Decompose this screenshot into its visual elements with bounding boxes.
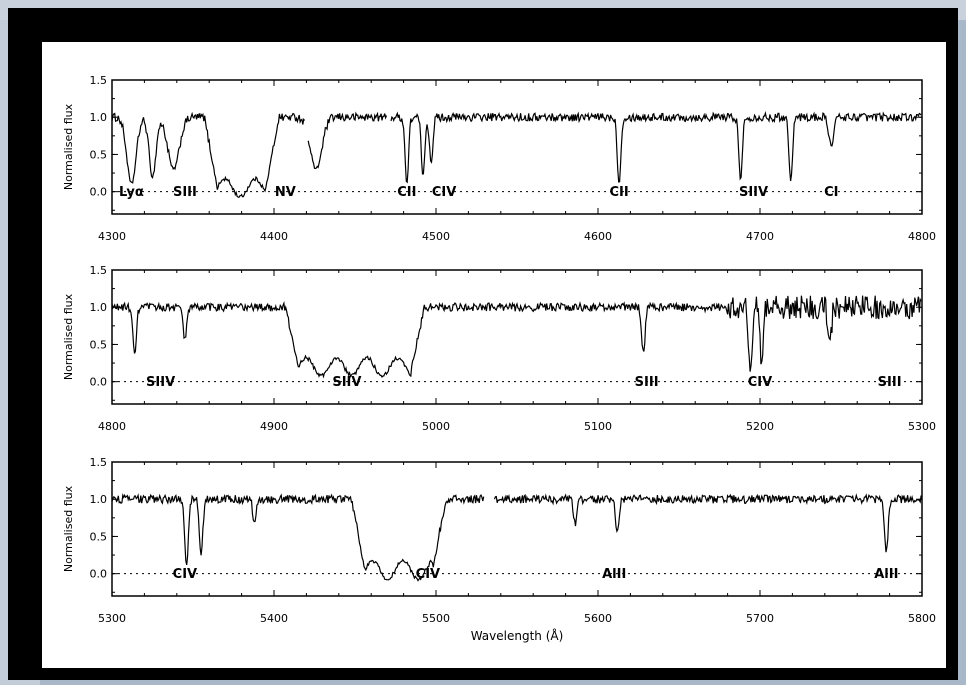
spectrum-panel-2: 0.0 0.5 1.0 1.5 4800 4900 5000 5100 5200 5300 Norm… (62, 264, 936, 433)
plot-frame (111, 461, 923, 597)
y-axis-label: Normalised flux (62, 293, 75, 380)
x-tick-label: 4400 (260, 230, 288, 243)
x-tick-label: 5000 (422, 420, 450, 433)
plot-frame (111, 269, 923, 405)
x-tick-label: 5500 (422, 612, 450, 625)
y-tick-label: 0.5 (90, 530, 108, 543)
y-axis-label: Normalised flux (62, 103, 75, 190)
spectrum-trace (111, 110, 922, 199)
x-tick-label: 4700 (746, 230, 774, 243)
x-tick-label: 4500 (422, 230, 450, 243)
x-tick-label: 5300 (98, 612, 126, 625)
line-id-label: CII (609, 185, 628, 200)
y-tick-label: 1.5 (90, 264, 108, 277)
y-tick-label: 0.0 (90, 568, 108, 581)
y-tick-label: 1.0 (90, 111, 108, 124)
line-id-label: CII (397, 185, 416, 200)
x-tick-label: 5400 (260, 612, 288, 625)
line-id-label: CIV (173, 567, 197, 582)
y-tick-label: 0.0 (90, 376, 108, 389)
x-tick-label: 5200 (746, 420, 774, 433)
line-id-label: SIIV (332, 375, 361, 390)
x-tick-label: 4900 (260, 420, 288, 433)
line-id-label: CI (824, 185, 838, 200)
x-tick-label: 4800 (98, 420, 126, 433)
y-tick-label: 0.5 (90, 148, 108, 161)
spectrum-trace (111, 493, 922, 582)
y-tick-label: 1.5 (90, 456, 108, 469)
line-id-label: AlII (602, 567, 626, 582)
line-id-label: SIII (878, 375, 902, 390)
y-tick-label: 1.5 (90, 74, 108, 87)
line-id-label: Lyα (119, 185, 144, 200)
x-tick-label: 5100 (584, 420, 612, 433)
y-axis-label: Normalised flux (62, 485, 75, 572)
line-id-label: AlII (874, 567, 898, 582)
line-id-label: SIIV (146, 375, 175, 390)
line-id-label: NV (275, 185, 296, 200)
y-tick-label: 1.0 (90, 493, 108, 506)
y-tick-label: 0.0 (90, 186, 108, 199)
line-id-label: CIV (416, 567, 440, 582)
x-axis-label: Wavelength (Å) (471, 628, 564, 643)
x-tick-label: 5800 (908, 612, 936, 625)
y-tick-label: 1.0 (90, 301, 108, 314)
spectrum-panel-3: 0.0 0.5 1.0 1.5 5300 5400 5500 5600 5700 5800 Norm… (62, 456, 936, 643)
line-id-label: SIIV (739, 185, 768, 200)
x-tick-label: 4800 (908, 230, 936, 243)
line-id-label: SIII (173, 185, 197, 200)
figure-canvas: 0.0 0.5 1.0 1.5 4300 4400 4500 4600 4700 4800 Norm… (42, 42, 946, 668)
x-tick-label: 5700 (746, 612, 774, 625)
x-tick-label: 5600 (584, 612, 612, 625)
x-tick-label: 4300 (98, 230, 126, 243)
line-id-label: CIV (748, 375, 772, 390)
figure-frame: 0.0 0.5 1.0 1.5 4300 4400 4500 4600 4700 4800 Norm… (8, 8, 958, 680)
plot-frame (111, 79, 923, 215)
x-tick-label: 5300 (908, 420, 936, 433)
spectrum-panel-1: 0.0 0.5 1.0 1.5 4300 4400 4500 4600 4700 4800 Norm… (62, 74, 936, 243)
line-id-label: CIV (432, 185, 456, 200)
spectrum-figure: 0.0 0.5 1.0 1.5 4300 4400 4500 4600 4700 4800 Norm… (62, 74, 936, 643)
x-tick-label: 4600 (584, 230, 612, 243)
spectrum-trace (111, 295, 922, 379)
line-id-label: SIII (635, 375, 659, 390)
y-tick-label: 0.5 (90, 338, 108, 351)
